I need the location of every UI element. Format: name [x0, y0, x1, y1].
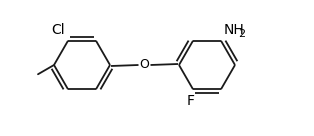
Text: F: F [187, 94, 195, 108]
Text: Cl: Cl [51, 23, 65, 37]
Text: NH: NH [224, 23, 245, 37]
Text: O: O [139, 58, 149, 72]
Text: 2: 2 [238, 29, 245, 39]
